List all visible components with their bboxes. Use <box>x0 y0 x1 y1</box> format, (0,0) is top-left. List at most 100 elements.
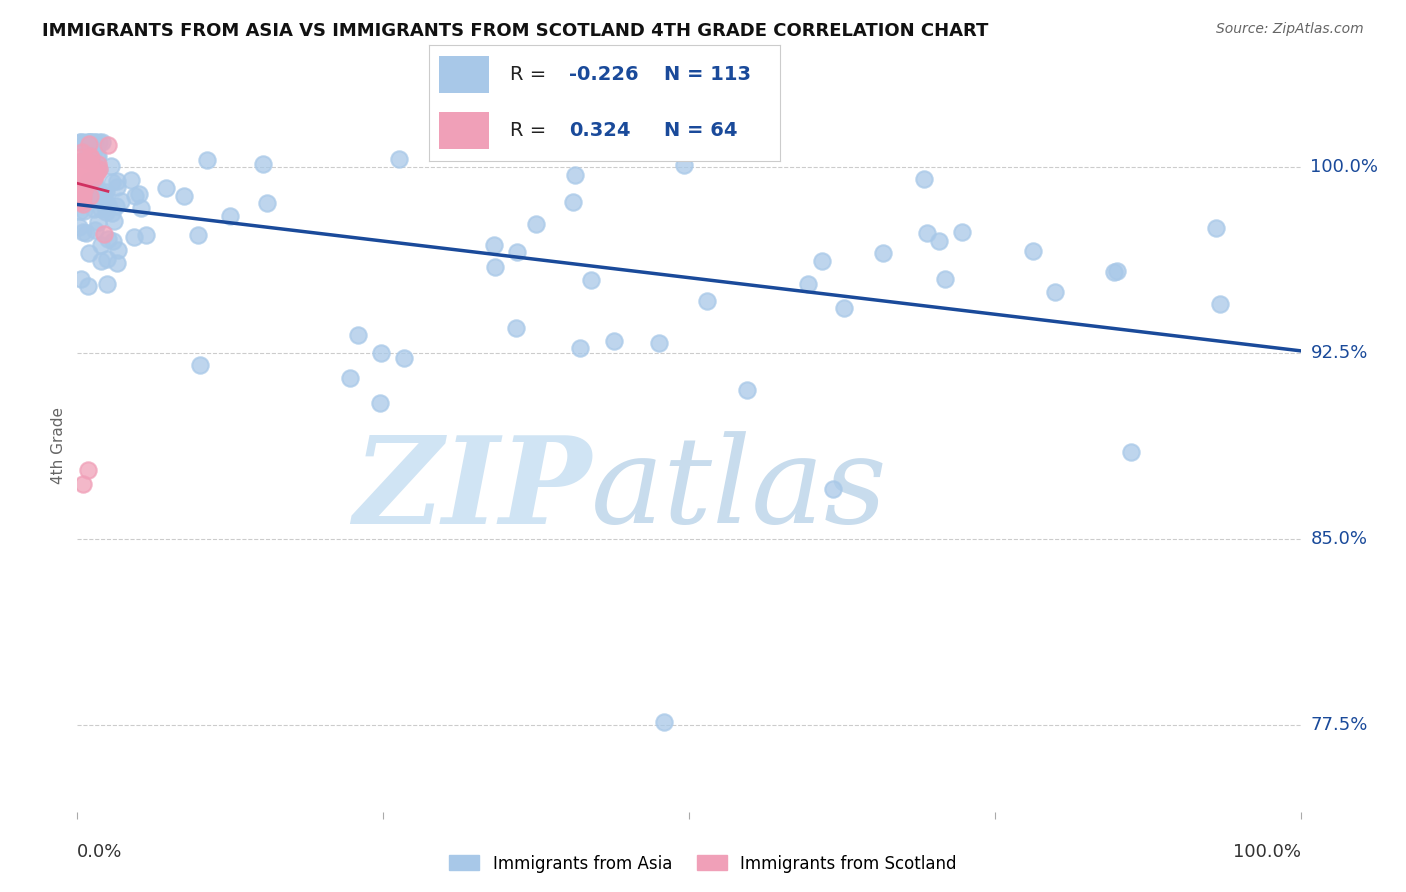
Point <box>69 159 91 173</box>
Point <box>524 217 547 231</box>
Point <box>696 294 718 309</box>
Text: -0.226: -0.226 <box>569 65 640 84</box>
Point <box>69 203 91 218</box>
Point <box>87 149 110 163</box>
Point <box>67 174 90 188</box>
Text: ZIP: ZIP <box>353 431 591 549</box>
Point <box>69 161 91 176</box>
Text: N = 64: N = 64 <box>664 121 738 140</box>
Point <box>1105 264 1128 278</box>
Point <box>69 166 91 180</box>
Point <box>72 190 94 204</box>
Point <box>69 163 91 178</box>
Point <box>73 183 96 197</box>
Point <box>77 278 100 293</box>
Point <box>339 371 361 385</box>
Bar <box>439 56 489 94</box>
Point <box>66 180 89 194</box>
Point <box>392 351 415 365</box>
Point <box>1209 297 1232 311</box>
Text: 0.324: 0.324 <box>569 121 631 140</box>
Point <box>72 196 94 211</box>
Point <box>388 152 411 166</box>
Point <box>129 201 152 215</box>
Point <box>76 145 98 160</box>
Point <box>187 228 209 243</box>
Point <box>155 181 177 195</box>
Point <box>1104 265 1126 279</box>
Point <box>83 171 105 186</box>
Point <box>66 176 89 190</box>
Point <box>96 252 118 267</box>
Text: 77.5%: 77.5% <box>1310 716 1368 734</box>
Point <box>89 135 111 149</box>
Point <box>73 169 96 183</box>
Point <box>66 159 89 173</box>
Point <box>96 201 118 215</box>
Point <box>101 206 124 220</box>
Text: Source: ZipAtlas.com: Source: ZipAtlas.com <box>1216 22 1364 37</box>
Point <box>89 187 111 202</box>
Point <box>505 321 527 335</box>
Point <box>69 161 91 175</box>
Point <box>69 186 91 201</box>
Point <box>67 180 90 194</box>
Point <box>67 171 90 186</box>
Text: 100.0%: 100.0% <box>1310 158 1378 176</box>
Point <box>72 196 94 211</box>
Point <box>917 226 939 240</box>
Point <box>105 180 128 194</box>
Point <box>67 155 90 169</box>
Point <box>107 243 129 257</box>
Point <box>67 162 90 177</box>
Point <box>110 194 132 209</box>
Point <box>72 477 94 491</box>
Text: R =: R = <box>509 121 558 140</box>
Point <box>83 169 105 183</box>
Point <box>83 177 105 191</box>
Point <box>80 151 103 165</box>
Point <box>79 160 101 174</box>
Point <box>75 161 97 175</box>
Text: 0.0%: 0.0% <box>77 843 122 861</box>
Point <box>562 194 585 209</box>
Point <box>72 178 94 193</box>
Point <box>564 169 586 183</box>
Point <box>950 226 973 240</box>
Point <box>105 256 128 270</box>
Point <box>72 176 94 190</box>
Point <box>77 187 100 202</box>
Point <box>195 153 218 167</box>
Point <box>89 202 111 216</box>
Point <box>66 177 89 191</box>
Point <box>79 189 101 203</box>
Text: IMMIGRANTS FROM ASIA VS IMMIGRANTS FROM SCOTLAND 4TH GRADE CORRELATION CHART: IMMIGRANTS FROM ASIA VS IMMIGRANTS FROM … <box>42 22 988 40</box>
Point <box>506 245 529 260</box>
Point <box>66 165 89 179</box>
Text: N = 113: N = 113 <box>664 65 751 84</box>
Point <box>73 161 96 176</box>
Point <box>347 328 370 343</box>
Point <box>69 150 91 164</box>
Point <box>579 272 602 286</box>
Point <box>86 215 108 229</box>
Point <box>128 187 150 202</box>
Text: 92.5%: 92.5% <box>1310 344 1368 362</box>
Point <box>124 189 146 203</box>
Point <box>173 188 195 202</box>
Point <box>737 383 759 397</box>
Point <box>66 163 89 178</box>
Point <box>86 150 108 164</box>
Point <box>70 188 93 202</box>
Point <box>75 190 97 204</box>
Point <box>90 254 112 268</box>
Text: 85.0%: 85.0% <box>1310 530 1368 548</box>
Point <box>93 227 115 241</box>
Point <box>67 173 90 187</box>
Point <box>69 169 91 183</box>
Y-axis label: 4th Grade: 4th Grade <box>51 408 66 484</box>
Point <box>823 483 845 497</box>
Point <box>83 135 105 149</box>
Point <box>79 149 101 163</box>
Point <box>77 174 100 188</box>
